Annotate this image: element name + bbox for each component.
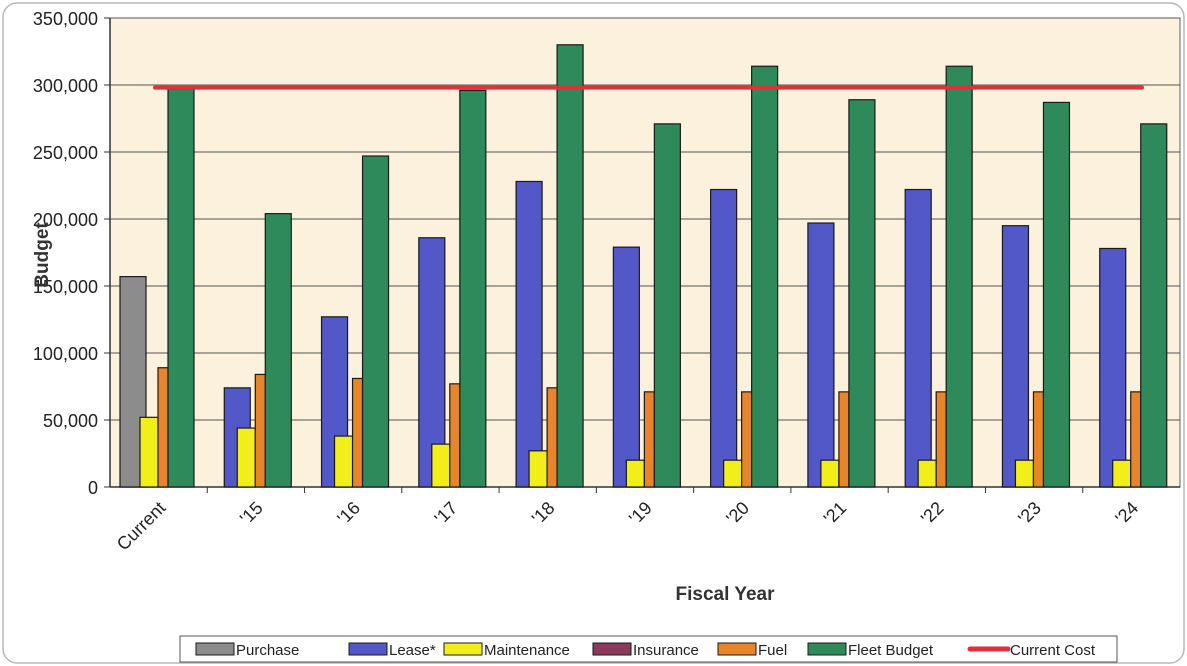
bar-fuel-1 [254,373,266,488]
bar-maintenance-1 [236,427,256,488]
legend-swatch [807,642,847,656]
bar-maintenance-7 [820,459,840,488]
bar-fleet-budget-3 [459,89,487,488]
bar-fleet-budget-5 [653,123,681,488]
legend-swatch [348,642,388,656]
bar-lease-8 [904,188,932,488]
legend-swatch [592,642,632,656]
legend-label: Lease* [389,642,436,659]
bar-fleet-budget-6 [751,65,779,488]
bar-maintenance-4 [528,450,548,488]
bar-maintenance-2 [333,435,354,488]
legend-label: Purchase [236,642,299,659]
bar-fleet-budget-9 [1042,101,1071,488]
bar-fleet-budget-0 [167,88,195,488]
legend-swatch [443,642,483,656]
bar-fuel-5 [643,391,655,488]
bar-maintenance-8 [917,459,937,488]
legend-label: Insurance [633,642,699,659]
bar-lease-10 [1099,247,1127,488]
y-tick-label: 50,000 [43,411,98,431]
bar-fuel-8 [935,391,947,488]
bar-lease-7 [807,222,835,488]
bar-lease-4 [515,180,543,488]
bar-maintenance-0 [139,416,159,488]
legend-label: Current Cost [1010,642,1096,659]
bar-fuel-2 [351,377,364,488]
legend-swatch [717,642,757,656]
x-axis-title: Fiscal Year [676,584,776,605]
y-tick-label: 0 [88,478,98,498]
bar-lease-5 [612,246,640,488]
bar-fuel-10 [1130,391,1142,488]
bar-fleet-budget-4 [556,44,584,488]
y-tick-label: 350,000 [33,9,98,29]
bar-fuel-3 [449,383,461,488]
bar-fleet-budget-2 [361,155,390,488]
y-axis-title: Budget [32,222,53,288]
bar-fuel-0 [157,367,169,488]
legend-label: Fleet Budget [848,642,934,659]
bar-maintenance-3 [431,443,451,488]
bar-fuel-7 [838,391,850,488]
y-tick-label: 200,000 [33,210,98,230]
bar-maintenance-10 [1112,459,1132,488]
y-tick-label: 250,000 [33,143,98,163]
legend-swatch [195,642,235,656]
y-tick-label: 100,000 [33,344,98,364]
bar-lease-9 [1001,225,1030,488]
bar-fuel-4 [546,387,558,488]
legend: Purchase Lease* Maintenance Insurance Fuel Fl… [179,635,1118,663]
bar-fleet-budget-8 [945,65,973,488]
bar-maintenance-9 [1014,459,1035,488]
bar-lease-6 [710,188,738,488]
legend-box [179,635,1118,663]
legend-label: Maintenance [484,642,570,659]
bar-fleet-budget-10 [1140,123,1168,488]
y-tick-label: 300,000 [33,76,98,96]
bar-fuel-9 [1032,391,1045,488]
bar-maintenance-6 [723,459,743,488]
bar-fuel-6 [741,391,753,488]
y-tick-label: 150,000 [33,277,98,297]
legend-label: Fuel [758,642,787,659]
bar-fleet-budget-1 [264,213,292,488]
bar-maintenance-5 [625,459,645,488]
bar-fleet-budget-7 [848,99,876,488]
